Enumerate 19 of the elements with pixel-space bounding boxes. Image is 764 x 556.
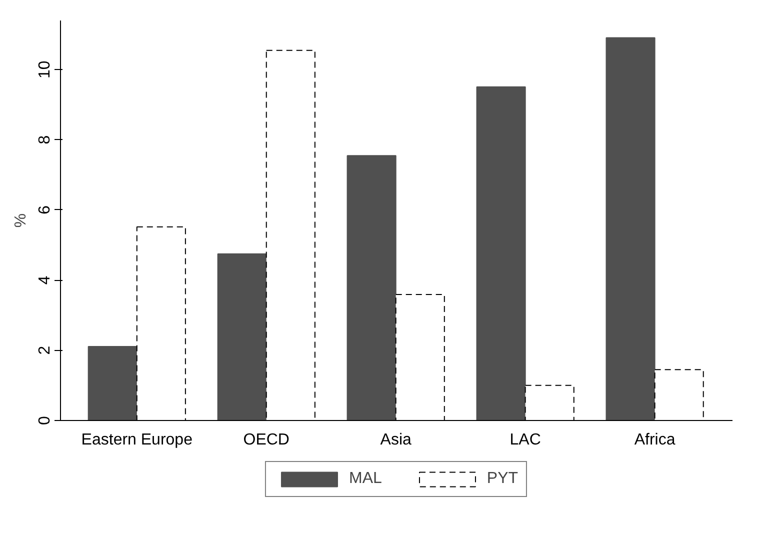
- x-tick-label: Eastern Europe: [81, 432, 193, 448]
- legend-label: PYT: [486, 470, 518, 488]
- x-tick-label: OECD: [243, 432, 290, 448]
- legend-label: MAL: [348, 470, 382, 488]
- y-axis-title: %: [12, 213, 30, 228]
- x-tick-label: LAC: [510, 432, 541, 448]
- bar: [88, 346, 138, 420]
- bar: [476, 86, 526, 420]
- x-tick-label: Asia: [380, 432, 412, 448]
- x-tick-label: Africa: [634, 432, 676, 448]
- y-tick-label: 10: [36, 60, 54, 79]
- bar: [346, 155, 396, 420]
- bar: [217, 253, 267, 420]
- bar: [606, 37, 656, 420]
- y-tick-label: 4: [36, 276, 54, 285]
- y-tick-label: 6: [36, 205, 54, 214]
- y-tick-label: 8: [36, 135, 54, 144]
- y-tick-label: 2: [36, 346, 54, 355]
- y-tick-label: 0: [36, 416, 54, 425]
